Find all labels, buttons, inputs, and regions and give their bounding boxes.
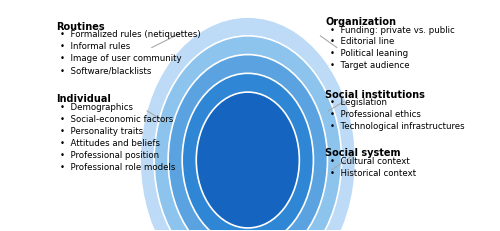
Text: Individual: Individual xyxy=(56,94,110,104)
Text: •  Target audience: • Target audience xyxy=(330,61,409,70)
Ellipse shape xyxy=(196,92,300,228)
Text: •  Attitudes and beliefs: • Attitudes and beliefs xyxy=(60,139,160,148)
Text: •  Professional position: • Professional position xyxy=(60,151,160,160)
Ellipse shape xyxy=(140,17,356,231)
Text: •  Technological infrastructures: • Technological infrastructures xyxy=(330,122,464,131)
Text: •  Legislation: • Legislation xyxy=(330,98,387,107)
Ellipse shape xyxy=(168,55,328,231)
Text: Organization: Organization xyxy=(325,17,396,27)
Text: •  Image of user community: • Image of user community xyxy=(60,54,182,63)
Text: •  Personality traits: • Personality traits xyxy=(60,127,144,136)
Text: Social institutions: Social institutions xyxy=(325,90,425,100)
Text: •  Political leaning: • Political leaning xyxy=(330,49,408,58)
Text: Social system: Social system xyxy=(325,148,400,158)
Text: •  Editorial line: • Editorial line xyxy=(330,37,394,46)
Text: •  Cultural context: • Cultural context xyxy=(330,157,409,166)
Ellipse shape xyxy=(154,36,342,231)
Text: •  Social-economic factors: • Social-economic factors xyxy=(60,115,174,124)
Text: Routines: Routines xyxy=(56,22,104,32)
Ellipse shape xyxy=(182,73,314,231)
Text: •  Demographics: • Demographics xyxy=(60,103,134,112)
Text: •  Informal rules: • Informal rules xyxy=(60,42,130,51)
Text: •  Software/blacklists: • Software/blacklists xyxy=(60,66,152,75)
Text: •  Professional role models: • Professional role models xyxy=(60,163,176,172)
Text: •  Historical context: • Historical context xyxy=(330,169,416,178)
Text: •  Professional ethics: • Professional ethics xyxy=(330,110,420,119)
Text: •  Formalized rules (netiquettes): • Formalized rules (netiquettes) xyxy=(60,30,201,39)
Text: •  Funding: private vs. public: • Funding: private vs. public xyxy=(330,26,454,34)
